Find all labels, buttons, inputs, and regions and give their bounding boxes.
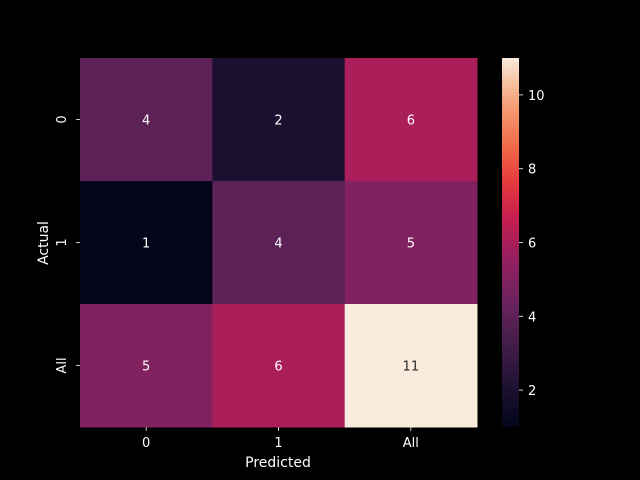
heatmap-cell-2-0 [80,304,213,428]
cell-value-label-0-2: 6 [407,114,415,129]
cell-value-label-2-2: 11 [403,360,420,375]
colorbar-gradient [502,58,519,427]
colorbar-tick-label: 6 [528,237,536,252]
heatmap-cell-2-1 [212,304,346,428]
colorbar: 2 4 6 8 10 [502,58,545,427]
cell-value-label-1-0: 1 [142,237,150,252]
x-tick-label: All [403,436,419,451]
heatmap-cell-0-1 [212,58,346,182]
x-axis-label: Predicted [245,455,311,471]
colorbar-tick-label: 8 [528,163,536,178]
heatmap-cell-labels: 4 2 6 1 4 5 5 6 11 [142,114,419,375]
y-tick-label: 0 [55,115,70,123]
cell-value-label-1-1: 4 [274,237,282,252]
heatmap-cells [80,58,478,428]
heatmap-cell-0-0 [80,58,213,182]
heatmap-cell-1-1 [212,181,346,305]
cell-value-label-2-0: 5 [142,360,150,375]
y-axis-ticks: 0 1 All [55,115,80,374]
heatmap-cell-1-0 [80,181,213,305]
colorbar-tick-label: 10 [528,89,545,104]
x-axis-ticks: 0 1 All [142,427,419,451]
y-axis-label: Actual [36,221,52,265]
cell-value-label-1-2: 5 [407,237,415,252]
colorbar-tick-label: 2 [528,384,536,399]
heatmap-cell-1-2 [344,181,478,305]
y-tick-label: 1 [55,238,70,246]
heatmap-cell-2-2 [344,304,478,428]
colorbar-tick-label: 4 [528,310,536,325]
heatmap-cell-0-2 [344,58,478,182]
y-tick-label: All [55,357,70,373]
cell-value-label-2-1: 6 [274,360,282,375]
cell-value-label-0-0: 4 [142,114,150,129]
cell-value-label-0-1: 2 [274,114,282,129]
x-tick-label: 1 [274,436,282,451]
x-tick-label: 0 [142,436,150,451]
